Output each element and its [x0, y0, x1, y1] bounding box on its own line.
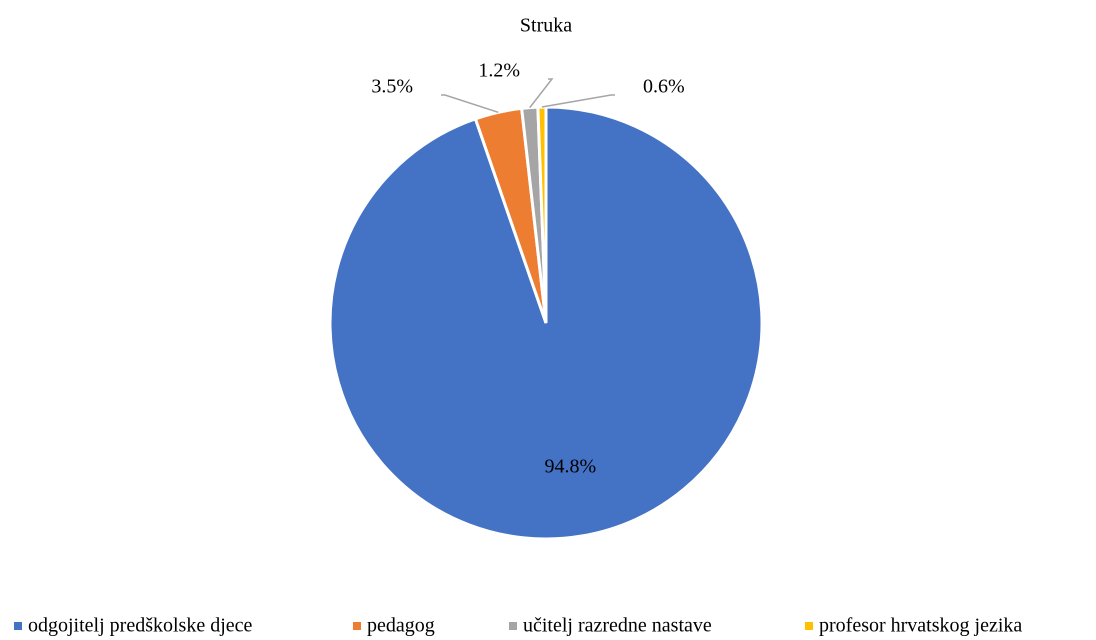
- legend-label: odgojitelj predškolske djece: [28, 615, 253, 637]
- data-label: 0.6%: [643, 76, 685, 98]
- pie-slice: [328, 105, 764, 541]
- chart-title: Struka: [520, 15, 572, 37]
- legend-label: profesor hrvatskog jezika: [819, 615, 1022, 637]
- legend-label: pedagog: [367, 615, 435, 637]
- data-label: 1.2%: [478, 60, 520, 82]
- legend-marker: [353, 622, 361, 630]
- data-label: 94.8%: [544, 455, 596, 477]
- legend-marker: [14, 622, 22, 630]
- legend-label: učitelj razredne nastave: [523, 615, 712, 637]
- legend-marker: [805, 622, 813, 630]
- data-label: 3.5%: [371, 76, 413, 98]
- leader-line: [529, 78, 554, 109]
- leader-line: [541, 94, 615, 108]
- leader-line: [441, 94, 499, 114]
- legend-marker: [509, 622, 517, 630]
